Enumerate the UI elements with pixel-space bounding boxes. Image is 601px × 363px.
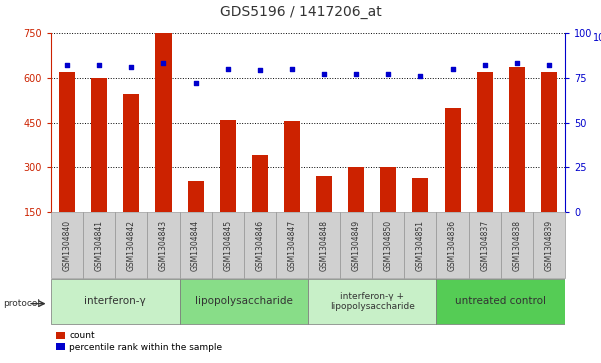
FancyBboxPatch shape xyxy=(308,212,340,278)
Point xyxy=(63,62,72,68)
Point xyxy=(127,64,136,70)
Text: 100%: 100% xyxy=(593,33,601,43)
Text: GSM1304842: GSM1304842 xyxy=(127,220,136,270)
Text: GSM1304838: GSM1304838 xyxy=(512,220,521,270)
FancyBboxPatch shape xyxy=(436,212,469,278)
Bar xyxy=(477,72,493,212)
FancyBboxPatch shape xyxy=(469,212,501,278)
Point xyxy=(319,71,329,77)
FancyBboxPatch shape xyxy=(51,212,83,278)
Text: interferon-γ: interferon-γ xyxy=(85,296,146,306)
Bar xyxy=(412,178,429,212)
Bar xyxy=(445,107,460,212)
Bar xyxy=(188,181,204,212)
Point xyxy=(512,60,522,66)
Text: GSM1304851: GSM1304851 xyxy=(416,220,425,270)
Text: protocol: protocol xyxy=(3,299,40,308)
Text: GDS5196 / 1417206_at: GDS5196 / 1417206_at xyxy=(219,5,382,20)
Text: interferon-γ +
lipopolysaccharide: interferon-γ + lipopolysaccharide xyxy=(330,291,415,311)
FancyBboxPatch shape xyxy=(147,212,180,278)
FancyBboxPatch shape xyxy=(340,212,372,278)
Bar xyxy=(220,119,236,212)
Text: GSM1304845: GSM1304845 xyxy=(223,220,232,270)
FancyBboxPatch shape xyxy=(244,212,276,278)
Point xyxy=(94,62,104,68)
Text: GSM1304848: GSM1304848 xyxy=(320,220,329,270)
Point xyxy=(416,73,426,79)
FancyBboxPatch shape xyxy=(436,279,565,324)
FancyBboxPatch shape xyxy=(372,212,404,278)
Text: untreated control: untreated control xyxy=(455,296,546,306)
Point xyxy=(448,66,457,72)
Text: GSM1304841: GSM1304841 xyxy=(95,220,104,270)
Point xyxy=(191,80,200,86)
FancyBboxPatch shape xyxy=(404,212,436,278)
Point xyxy=(223,66,233,72)
Bar xyxy=(284,121,300,212)
Text: GSM1304846: GSM1304846 xyxy=(255,220,264,270)
Text: lipopolysaccharide: lipopolysaccharide xyxy=(195,296,293,306)
FancyBboxPatch shape xyxy=(308,279,436,324)
FancyBboxPatch shape xyxy=(180,279,308,324)
Point xyxy=(352,71,361,77)
FancyBboxPatch shape xyxy=(115,212,147,278)
Text: GSM1304849: GSM1304849 xyxy=(352,220,361,270)
FancyBboxPatch shape xyxy=(83,212,115,278)
Point xyxy=(544,62,554,68)
FancyBboxPatch shape xyxy=(533,212,565,278)
Point xyxy=(287,66,297,72)
Bar xyxy=(348,167,364,212)
Text: GSM1304840: GSM1304840 xyxy=(63,220,72,270)
Bar xyxy=(123,94,139,212)
Point xyxy=(255,68,264,73)
Bar xyxy=(156,33,171,212)
Bar xyxy=(316,176,332,212)
Text: GSM1304850: GSM1304850 xyxy=(384,220,393,270)
Point xyxy=(480,62,489,68)
Bar xyxy=(59,72,75,212)
FancyBboxPatch shape xyxy=(501,212,533,278)
Bar xyxy=(508,67,525,212)
Text: GSM1304839: GSM1304839 xyxy=(545,220,554,270)
Bar xyxy=(380,167,396,212)
Text: GSM1304837: GSM1304837 xyxy=(480,220,489,270)
FancyBboxPatch shape xyxy=(180,212,212,278)
Point xyxy=(159,60,168,66)
FancyBboxPatch shape xyxy=(51,279,180,324)
Bar xyxy=(541,72,557,212)
Text: GSM1304836: GSM1304836 xyxy=(448,220,457,270)
Bar xyxy=(252,155,268,212)
FancyBboxPatch shape xyxy=(276,212,308,278)
FancyBboxPatch shape xyxy=(212,212,244,278)
Point xyxy=(383,71,393,77)
Text: GSM1304847: GSM1304847 xyxy=(287,220,296,270)
Bar xyxy=(91,78,108,212)
Text: GSM1304843: GSM1304843 xyxy=(159,220,168,270)
Text: GSM1304844: GSM1304844 xyxy=(191,220,200,270)
Legend: count, percentile rank within the sample: count, percentile rank within the sample xyxy=(56,331,222,352)
